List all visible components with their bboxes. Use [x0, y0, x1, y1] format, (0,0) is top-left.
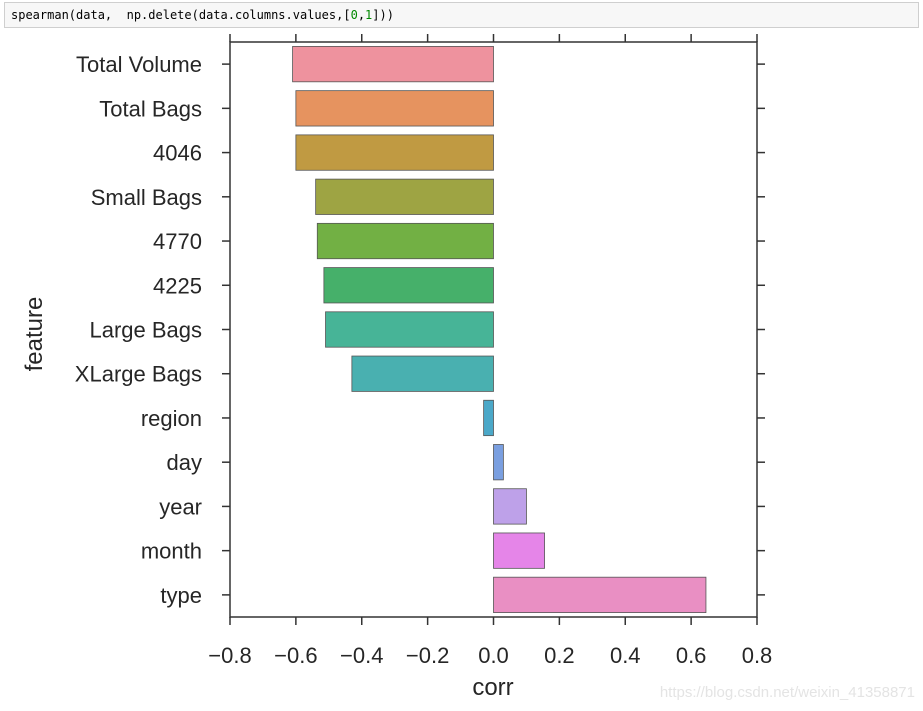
y-tick-label: Small Bags: [91, 185, 202, 210]
y-tick-label: day: [167, 450, 202, 475]
y-tick-label: 4046: [153, 141, 202, 166]
bar-small-bags: [315, 178, 494, 215]
bar-year: [493, 488, 527, 525]
x-tick-label: 0.4: [610, 643, 641, 668]
code-array-close: ]: [372, 8, 380, 22]
watermark: https://blog.csdn.net/weixin_41358871: [659, 684, 915, 701]
bar-large-bags: [325, 311, 494, 348]
bar-4770: [316, 222, 494, 260]
x-axis-title: corr: [472, 674, 513, 701]
bar-4046: [295, 134, 494, 171]
y-tick-label: month: [141, 539, 202, 564]
x-tick-label: 0.8: [742, 643, 773, 668]
x-tick-label: 0.0: [478, 643, 509, 668]
y-tick-label: Large Bags: [89, 318, 202, 343]
bar-4225: [323, 267, 494, 304]
code-cell[interactable]: spearman(data, np.delete(data.columns.va…: [4, 2, 919, 28]
bars-group: [292, 46, 707, 613]
x-axis-ticks: −0.8 −0.6 −0.4 −0.2 0.0 0.2 0.4 0.6 0.8: [208, 34, 772, 668]
x-tick-label: −0.4: [340, 643, 383, 668]
code-suffix: )): [379, 8, 394, 22]
y-axis-ticks: Total Volume Total Bags 4046 Small Bags 4770…: [75, 52, 765, 608]
y-tick-label: Total Bags: [99, 96, 202, 121]
x-tick-label: −0.2: [406, 643, 449, 668]
y-tick-label: type: [160, 583, 202, 608]
y-tick-label: XLarge Bags: [75, 362, 202, 387]
bar-region: [483, 399, 494, 437]
bar-xlarge-bags: [351, 355, 494, 392]
bar-day: [493, 444, 504, 481]
x-tick-label: −0.6: [274, 643, 317, 668]
code-index-1: 1: [365, 8, 373, 22]
x-tick-label: −0.8: [208, 643, 251, 668]
code-comma: ,: [357, 8, 366, 22]
y-tick-label: 4225: [153, 273, 202, 298]
bar-type: [493, 576, 707, 613]
y-tick-label: 4770: [153, 229, 202, 254]
x-tick-label: 0.2: [544, 643, 575, 668]
bar-total-bags: [295, 90, 494, 127]
y-tick-label: region: [141, 406, 202, 431]
code-array-open: [: [343, 8, 351, 22]
bar-month: [493, 532, 545, 569]
x-tick-label: 0.6: [676, 643, 707, 668]
code-index-0: 0: [350, 8, 358, 22]
y-axis-title: feature: [21, 297, 48, 372]
y-tick-label: Total Volume: [76, 52, 202, 77]
code-prefix: spearman(data, np.delete(data.columns.va…: [11, 8, 344, 22]
y-tick-label: year: [159, 494, 202, 519]
bar-total-volume: [292, 46, 494, 83]
